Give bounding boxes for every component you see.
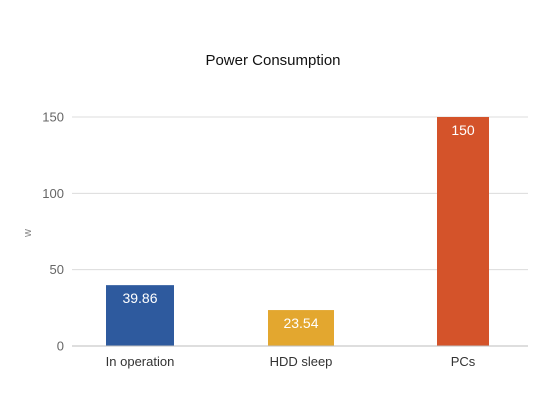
bars <box>106 117 489 346</box>
bar <box>268 310 334 346</box>
data-label: 23.54 <box>283 315 318 331</box>
chart-title: Power Consumption <box>205 52 340 69</box>
bar <box>106 285 174 346</box>
data-label: 150 <box>451 122 475 138</box>
y-tick-label: 0 <box>57 339 64 354</box>
data-labels: 39.86 23.54 150 <box>122 122 474 331</box>
x-axis-ticks: In operation HDD sleep PCs <box>106 354 476 369</box>
x-tick-label: PCs <box>451 354 476 369</box>
y-tick-label: 150 <box>42 110 64 125</box>
y-axis-ticks: 0 50 100 150 <box>42 110 64 354</box>
data-label: 39.86 <box>122 290 157 306</box>
x-tick-label: HDD sleep <box>270 354 333 369</box>
y-tick-label: 100 <box>42 186 64 201</box>
bar <box>437 117 489 346</box>
y-tick-label: 50 <box>50 262 64 277</box>
x-tick-label: In operation <box>106 354 175 369</box>
y-axis-label: w <box>22 229 34 238</box>
